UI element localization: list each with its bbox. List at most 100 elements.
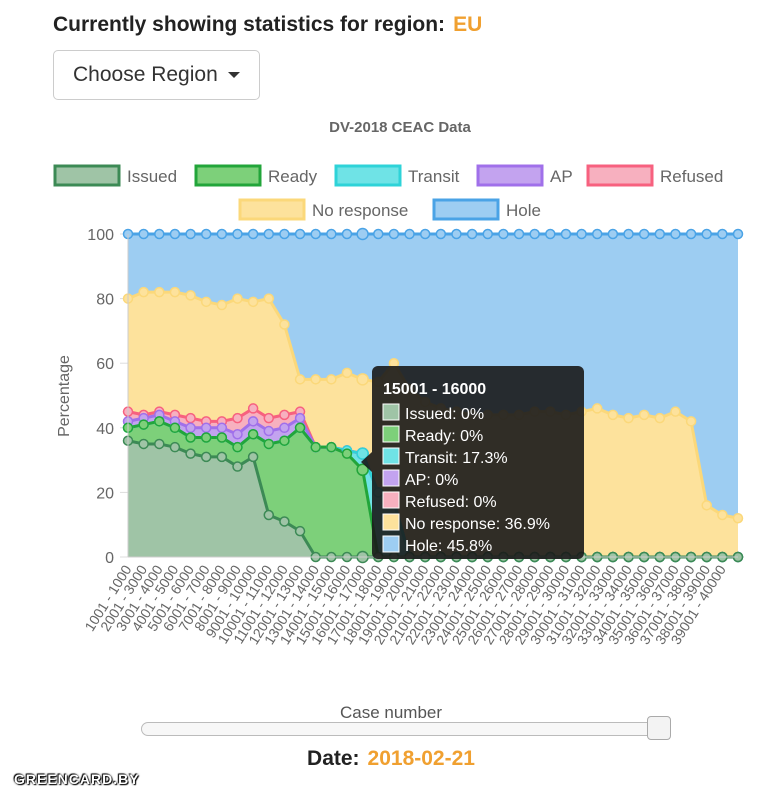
tooltip-line: No response: 36.9% xyxy=(405,516,550,533)
point-no-response xyxy=(200,296,212,308)
legend-swatch-refused xyxy=(586,164,654,187)
point-hole xyxy=(294,228,306,240)
point-ready xyxy=(326,441,337,453)
tooltip-swatch xyxy=(382,535,400,553)
point-no-response xyxy=(356,373,369,386)
point-no-response xyxy=(279,319,290,330)
tooltip-line: Refused: 0% xyxy=(405,494,497,511)
point-hole xyxy=(200,228,212,240)
point-issued xyxy=(216,451,228,463)
chart-title: DV-2018 CEAC Data xyxy=(329,119,471,136)
tooltip-swatch xyxy=(382,403,400,421)
y-tick-label: 60 xyxy=(96,356,114,373)
choose-region-button[interactable]: Choose Region xyxy=(53,50,260,100)
point-hole xyxy=(717,228,728,240)
point-issued xyxy=(138,438,149,450)
point-no-response xyxy=(717,509,728,521)
point-ready xyxy=(279,435,290,446)
y-tick-label: 80 xyxy=(96,292,114,309)
point-issued xyxy=(185,448,196,459)
legend-label-no-response: No response xyxy=(312,201,408,220)
point-hole xyxy=(607,228,619,240)
point-hole xyxy=(529,228,540,240)
region-header-label: Currently showing statistics for region: xyxy=(53,13,446,36)
point-ap xyxy=(263,425,275,437)
case-number-slider-thumb[interactable] xyxy=(647,716,671,740)
point-hole xyxy=(654,228,666,240)
point-issued xyxy=(263,509,275,521)
point-ready xyxy=(263,438,275,450)
tooltip-line: Hole: 45.8% xyxy=(405,538,492,555)
tooltip-swatch xyxy=(382,425,400,443)
date-label: Date: xyxy=(307,747,360,770)
tooltip-line: Transit: 17.3% xyxy=(405,450,508,467)
date-value: 2018-02-21 xyxy=(367,747,475,770)
point-refused xyxy=(279,409,290,421)
case-number-slider-track[interactable] xyxy=(141,722,669,736)
point-hole xyxy=(560,228,572,240)
point-hole xyxy=(154,228,165,240)
point-ap xyxy=(185,422,196,434)
point-no-response xyxy=(685,416,697,427)
point-no-response xyxy=(185,290,196,301)
point-hole xyxy=(232,228,243,240)
point-no-response xyxy=(326,374,337,385)
point-issued xyxy=(232,461,243,472)
point-hole xyxy=(701,228,712,240)
point-no-response xyxy=(670,406,681,417)
point-issued xyxy=(200,451,212,463)
point-hole xyxy=(138,228,149,240)
point-refused xyxy=(263,412,275,424)
point-ready xyxy=(356,463,369,477)
point-transit xyxy=(356,447,369,460)
point-hole xyxy=(341,228,353,240)
tooltip-box xyxy=(372,366,584,559)
point-no-response xyxy=(732,512,744,524)
point-hole xyxy=(638,228,650,240)
y-tick-label: 20 xyxy=(96,485,114,502)
point-ready xyxy=(232,441,243,453)
point-hole xyxy=(404,228,415,240)
point-hole xyxy=(247,228,259,240)
point-hole xyxy=(670,228,681,240)
tooltip-line: Issued: 0% xyxy=(405,406,484,423)
region-header: Currently showing statistics for region:… xyxy=(53,13,482,37)
point-hole xyxy=(263,228,275,240)
point-no-response xyxy=(169,286,181,298)
legend-label-transit: Transit xyxy=(408,167,460,186)
point-ap xyxy=(294,412,306,424)
point-hole xyxy=(169,228,181,240)
point-refused xyxy=(247,403,259,414)
point-hole xyxy=(591,228,603,240)
point-no-response xyxy=(607,409,619,421)
point-ready xyxy=(169,422,181,434)
legend-swatch-hole xyxy=(432,198,500,221)
point-hole xyxy=(356,227,369,241)
region-value: EU xyxy=(453,13,483,36)
point-issued xyxy=(294,525,306,537)
point-no-response xyxy=(623,412,634,424)
slider-label: Case number xyxy=(339,703,443,722)
y-tick-label: 40 xyxy=(96,421,114,438)
watermark: GREENCARD.BY xyxy=(14,771,140,787)
point-ready xyxy=(341,448,353,459)
point-hole xyxy=(732,228,744,240)
date-line: Date: 2018-02-21 xyxy=(0,747,782,771)
point-issued xyxy=(247,451,259,463)
tooltip-pointer xyxy=(361,452,372,472)
tooltip-title: 15001 - 16000 xyxy=(383,381,486,398)
legend-swatch-ap xyxy=(476,164,544,187)
legend-label-hole: Hole xyxy=(506,201,541,220)
point-ready xyxy=(310,441,321,453)
legend-swatch-no-response xyxy=(238,198,306,221)
legend-label-refused: Refused xyxy=(660,167,723,186)
point-no-response xyxy=(654,412,666,424)
point-ready xyxy=(294,422,306,434)
choose-region-label: Choose Region xyxy=(73,63,218,86)
point-ap xyxy=(232,429,243,440)
point-hole xyxy=(373,228,384,240)
point-hole xyxy=(310,228,321,240)
point-hole xyxy=(326,228,337,240)
point-no-response xyxy=(154,286,165,298)
point-no-response xyxy=(701,500,712,511)
